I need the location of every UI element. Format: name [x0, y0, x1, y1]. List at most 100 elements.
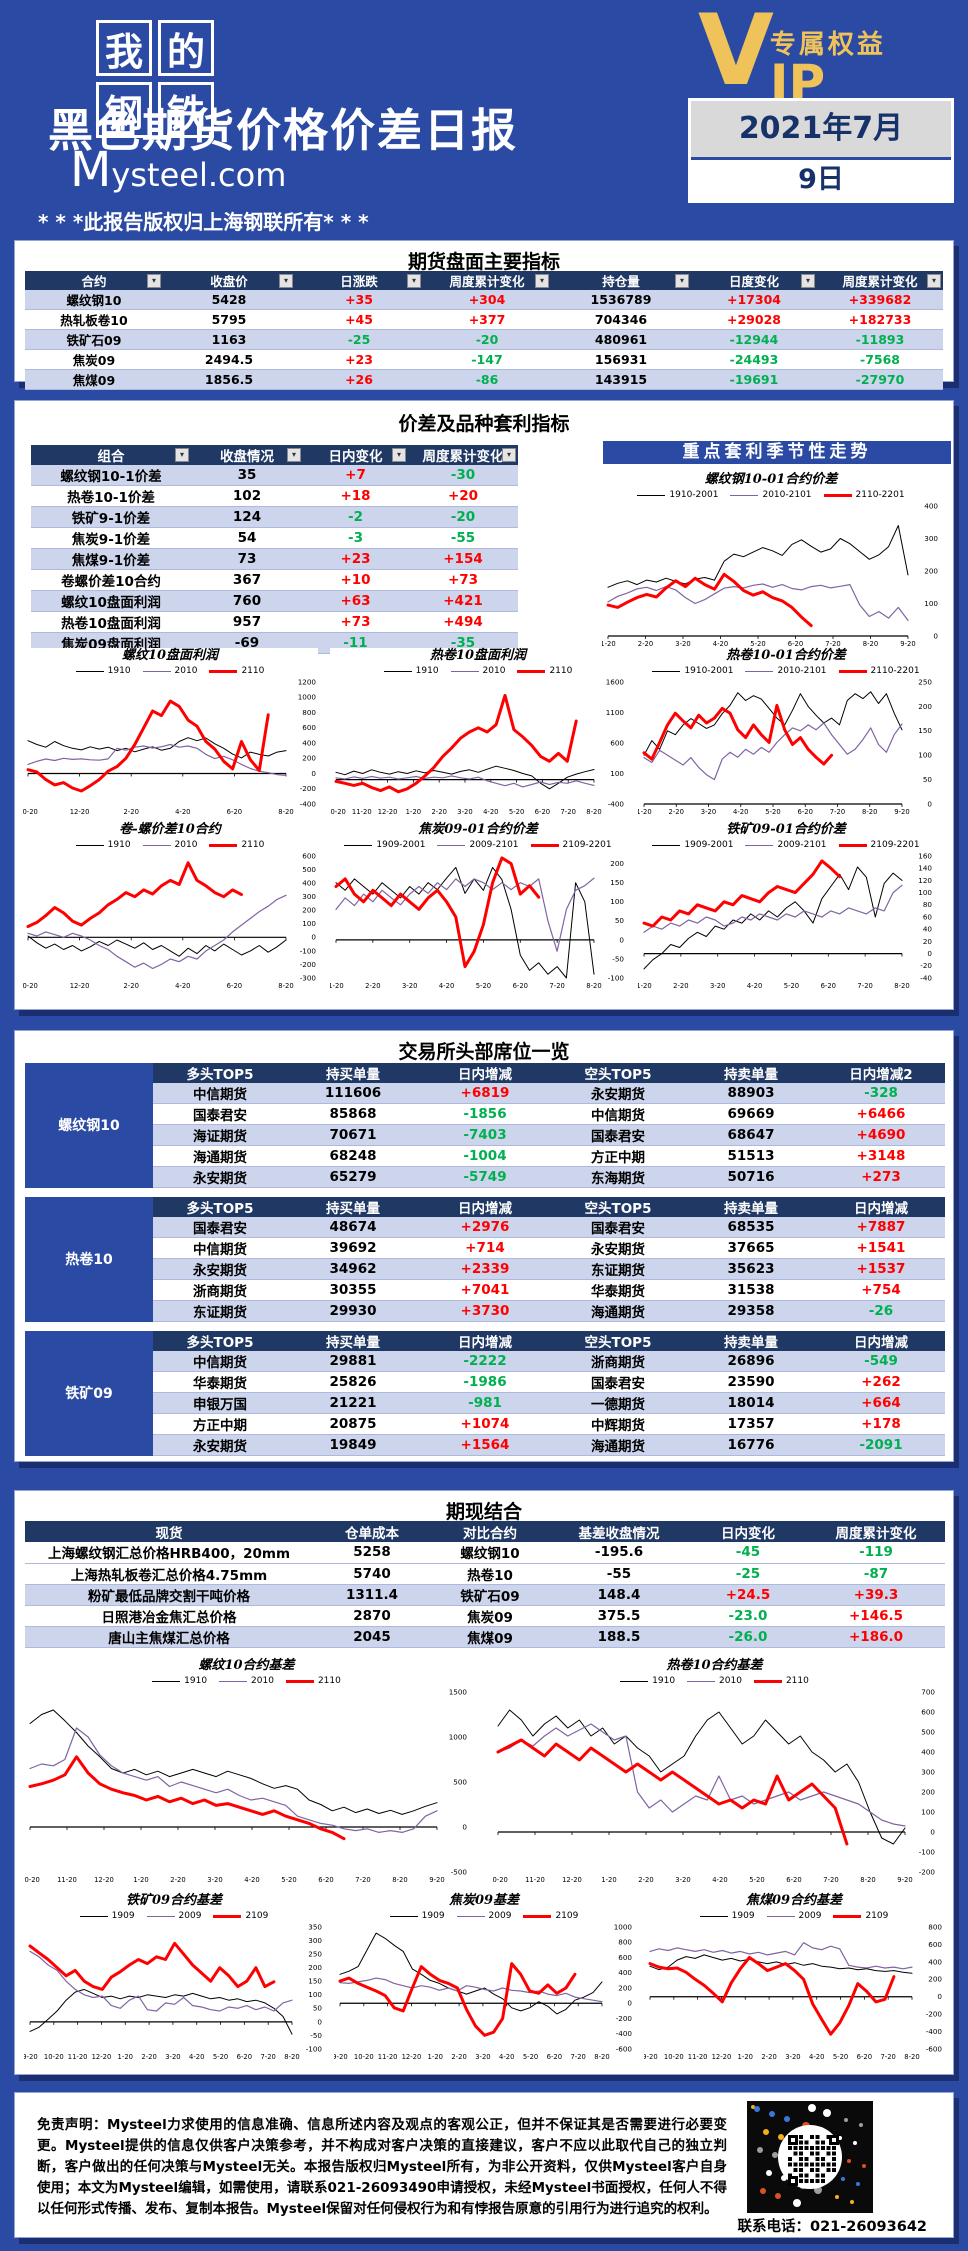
legend-line-swatch: [652, 670, 681, 672]
filter-dropdown-icon[interactable]: ▾: [175, 448, 189, 462]
filter-dropdown-icon[interactable]: ▾: [279, 273, 293, 288]
svg-text:4-20: 4-20: [244, 1876, 259, 1884]
svg-text:5-20: 5-20: [833, 2053, 848, 2061]
filter-dropdown-icon[interactable]: ▾: [392, 448, 406, 462]
cell: 永安期货: [551, 1083, 685, 1104]
filter-dropdown-icon[interactable]: ▾: [675, 273, 689, 288]
table-row: 永安期货 34962 +2339 东证期货 35623 +1537: [25, 1258, 945, 1280]
svg-text:200: 200: [610, 859, 624, 868]
svg-text:500: 500: [921, 1727, 935, 1736]
legend-item: 1909: [79, 1911, 135, 1921]
svg-text:3-20: 3-20: [785, 2053, 800, 2061]
filter-dropdown-icon[interactable]: ▾: [801, 273, 815, 288]
cell: 704346: [551, 309, 691, 330]
svg-text:600: 600: [302, 852, 316, 860]
cell: 螺纹钢10: [431, 1542, 549, 1564]
column-header: 持买单量: [287, 1331, 419, 1351]
legend-line-swatch: [213, 1914, 242, 1918]
legend-label: 1910-2001: [669, 490, 719, 500]
legend-line-swatch: [456, 1915, 485, 1917]
svg-text:0: 0: [930, 1827, 935, 1836]
legend-line-swatch: [75, 670, 104, 672]
mysteel-logo: 我 的 钢 铁 Mysteel.com: [70, 20, 286, 198]
filter-dropdown-icon[interactable]: ▾: [407, 273, 421, 288]
legend-item: 1910-2001: [652, 666, 733, 676]
cell: 148.4: [549, 1584, 689, 1606]
cell: +664: [817, 1392, 945, 1414]
chart-plot: 1-20 2-20 3-20 4-20 5-20 6-20 7-20 8-20 9-20 400 3…: [600, 501, 938, 648]
svg-text:7-20: 7-20: [355, 1876, 370, 1884]
column-header: 日内变化 ▾: [303, 445, 408, 465]
cell: 热轧板卷10: [25, 309, 163, 330]
svg-text:50: 50: [615, 916, 625, 925]
svg-text:1-20: 1-20: [638, 982, 652, 990]
cell: 一德期货: [551, 1392, 685, 1414]
svg-text:4-20: 4-20: [175, 808, 190, 816]
column-header: 日涨跌 ▾: [295, 271, 423, 290]
cell: +1541: [817, 1237, 945, 1259]
cell: +39.3: [807, 1584, 945, 1606]
table-row: 国泰君安 48674 +2976 国泰君安 68535 +7887: [25, 1217, 945, 1238]
table-row: 焦煤09 1856.5 +26 -86 143915 -19691 -27970: [25, 369, 943, 390]
table-row: 海证期货 70671 -7403 国泰君安 68647 +4690: [25, 1124, 945, 1146]
svg-text:600: 600: [302, 723, 316, 732]
svg-text:1000: 1000: [449, 1732, 468, 1741]
cell: 华泰期货: [551, 1279, 685, 1301]
svg-text:12-20: 12-20: [562, 1876, 582, 1884]
svg-text:600: 600: [618, 1953, 632, 1962]
column-header: 持买单量: [287, 1197, 419, 1217]
table-row: 国泰君安 85868 -1856 中信期货 69669 +6466: [25, 1103, 945, 1125]
chart-plot: 9-20 10-20 11-20 12-20 1-20 2-20 3-20 4-20 5-20 6…: [332, 1922, 632, 2061]
svg-text:400: 400: [302, 879, 316, 888]
svg-text:200: 200: [618, 1983, 632, 1992]
cell: 螺纹钢10: [25, 290, 163, 310]
svg-text:200: 200: [928, 1975, 942, 1984]
legend-label: 2110-2201: [855, 490, 905, 500]
legend-line-swatch: [152, 1680, 181, 1682]
cell: 73: [191, 548, 303, 570]
filter-dropdown-icon[interactable]: ▾: [147, 273, 161, 288]
legend-line-swatch: [833, 1914, 862, 1918]
cell: 85868: [287, 1103, 419, 1125]
legend-item: 2110: [753, 1676, 809, 1686]
svg-text:200: 200: [921, 1787, 935, 1796]
legend-label: 2009-2101: [777, 840, 827, 850]
svg-text:100: 100: [924, 599, 938, 608]
cell: 国泰君安: [153, 1103, 287, 1125]
table-row: 华泰期货 25826 -1986 国泰君安 23590 +262: [25, 1371, 945, 1393]
chart-legend: 1909 2009 2109: [24, 1909, 324, 1923]
filter-dropdown-icon[interactable]: ▾: [287, 448, 301, 462]
cell: 铁矿石09: [431, 1584, 549, 1606]
chart-legend: 1910-2001 2010-2101 2110-2201: [638, 664, 934, 678]
cell: 5740: [313, 1563, 431, 1585]
cell: 35: [191, 465, 303, 486]
logo-domain: Mysteel.com: [70, 142, 287, 198]
column-header: 周度累计变化: [807, 1521, 945, 1542]
chart-plot: 10-20 11-20 12-20 1-20 2-20 3-20 4-20 5-20 6-20 7…: [326, 677, 624, 816]
cell: 16776: [685, 1434, 817, 1456]
column-header: 周度累计变化 ▾: [423, 271, 551, 290]
chart-legend: 1910-2001 2010-2101 2110-2201: [602, 488, 940, 502]
logo-char: 我: [96, 20, 152, 76]
svg-text:40: 40: [923, 925, 933, 934]
cell: 143915: [551, 369, 691, 390]
section-title: 交易所头部席位一览: [398, 1041, 570, 1063]
legend-item: 2110: [209, 840, 264, 850]
legend-item: 2110-2201: [823, 490, 905, 500]
cell: +73: [408, 569, 518, 591]
legend-item: 2109-2201: [838, 840, 920, 850]
legend-label: 2009-2101: [469, 840, 519, 850]
table-row: 上海热轧板卷汇总价格4.75mm 5740 热卷10 -55 -25 -87: [25, 1563, 945, 1585]
filter-dropdown-icon[interactable]: ▾: [535, 273, 549, 288]
table-row: 热卷10-1价差 102 +18 +20: [31, 485, 518, 507]
column-header: 日度变化 ▾: [691, 271, 817, 290]
svg-text:50: 50: [923, 775, 933, 784]
legend-item: 1910: [152, 1676, 207, 1686]
cell: +494: [408, 611, 518, 633]
filter-dropdown-icon[interactable]: ▾: [502, 448, 516, 462]
svg-text:100: 100: [302, 919, 316, 928]
legend-item: 2109-2201: [530, 840, 612, 850]
filter-dropdown-icon[interactable]: ▾: [927, 273, 941, 288]
